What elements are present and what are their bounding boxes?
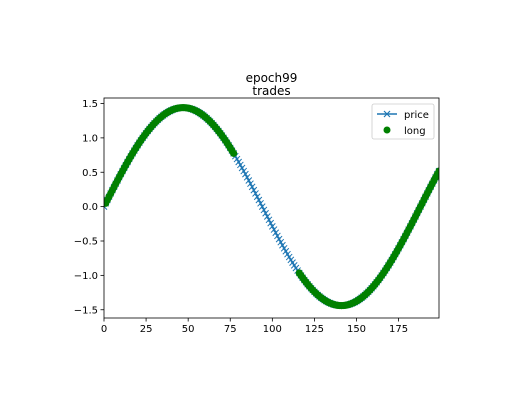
price-point bbox=[279, 241, 286, 249]
price-point bbox=[257, 199, 264, 207]
price-point bbox=[237, 161, 244, 169]
price-point bbox=[242, 170, 249, 178]
price-point bbox=[258, 203, 266, 210]
price-point bbox=[277, 238, 285, 246]
x-tick-label: 175 bbox=[389, 324, 408, 335]
plot-area bbox=[104, 104, 439, 310]
price-point bbox=[267, 219, 275, 227]
price-point bbox=[250, 186, 258, 194]
price-point bbox=[238, 164, 246, 172]
price-point bbox=[275, 235, 283, 243]
legend: price long bbox=[371, 103, 435, 140]
long-point bbox=[230, 149, 238, 157]
price-point bbox=[262, 209, 269, 217]
x-tick-label: 150 bbox=[347, 324, 366, 335]
price-point bbox=[255, 196, 263, 204]
y-tick-label: −1.5 bbox=[74, 305, 98, 316]
x-axis: 0 25 50 75 100 125 150 175 bbox=[101, 318, 408, 335]
long-point bbox=[435, 167, 439, 175]
legend-long-label: long bbox=[404, 126, 426, 137]
x-tick-label: 100 bbox=[263, 324, 282, 335]
chart-title-line-1: epoch99 bbox=[245, 71, 298, 85]
price-point bbox=[245, 177, 253, 184]
y-tick-label: −0.5 bbox=[74, 237, 98, 248]
legend-price-x-marker-icon bbox=[383, 110, 391, 118]
x-tick-label: 75 bbox=[224, 324, 237, 335]
chart-title-line-2: trades bbox=[252, 84, 291, 98]
legend-long-marker-icon bbox=[383, 126, 391, 134]
x-tick-label: 125 bbox=[305, 324, 324, 335]
x-tick-label: 25 bbox=[140, 324, 153, 335]
price-point bbox=[270, 226, 278, 233]
y-tick-label: 1.0 bbox=[82, 133, 98, 144]
price-point bbox=[252, 190, 259, 197]
y-tick-label: 0.0 bbox=[82, 202, 98, 213]
price-point bbox=[260, 206, 268, 214]
price-point bbox=[274, 232, 281, 240]
price-point bbox=[263, 213, 271, 220]
price-point bbox=[268, 222, 276, 230]
y-tick-label: 0.5 bbox=[82, 168, 98, 179]
price-point bbox=[272, 229, 280, 237]
plot-frame bbox=[103, 97, 440, 319]
price-point bbox=[243, 173, 251, 181]
price-point bbox=[240, 167, 248, 175]
price-point bbox=[248, 183, 256, 191]
y-tick-label: 1.5 bbox=[82, 99, 98, 110]
x-tick-label: 0 bbox=[101, 324, 107, 335]
y-tick-label: −1.0 bbox=[74, 271, 98, 282]
x-tick-label: 50 bbox=[182, 324, 195, 335]
legend-price-label: price bbox=[404, 110, 429, 121]
price-point bbox=[253, 193, 261, 201]
price-point bbox=[265, 216, 273, 224]
price-point bbox=[247, 180, 254, 188]
y-axis: −1.5 −1.0 −0.5 0.0 0.5 1.0 1.5 bbox=[74, 99, 104, 316]
